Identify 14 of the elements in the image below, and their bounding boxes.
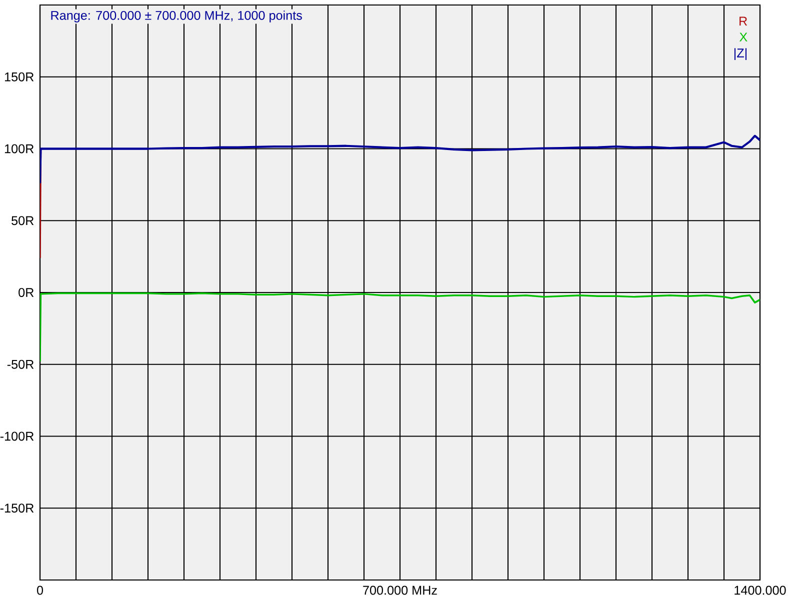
y-tick-label: 0R: [18, 288, 34, 297]
y-tick-label: 150R: [4, 72, 34, 82]
y-tick-label: -50R: [7, 360, 34, 369]
text: |Z|: [734, 48, 746, 60]
x-tick-label: 1400.000: [734, 586, 786, 595]
annotation: Range: 700.000 ± 700.000 MHz, 1000 points: [51, 10, 302, 22]
y-tick-label: 50R: [12, 216, 34, 226]
text: R: [740, 16, 748, 26]
y-tick-label: 100R: [4, 144, 34, 154]
y-tick-label: -100R: [0, 432, 34, 441]
y-tick-label: -150R: [0, 504, 34, 513]
x-tick-label: 700.000 MHz: [363, 586, 437, 595]
text: X: [739, 32, 748, 42]
x-tick-label: 0: [36, 586, 44, 595]
